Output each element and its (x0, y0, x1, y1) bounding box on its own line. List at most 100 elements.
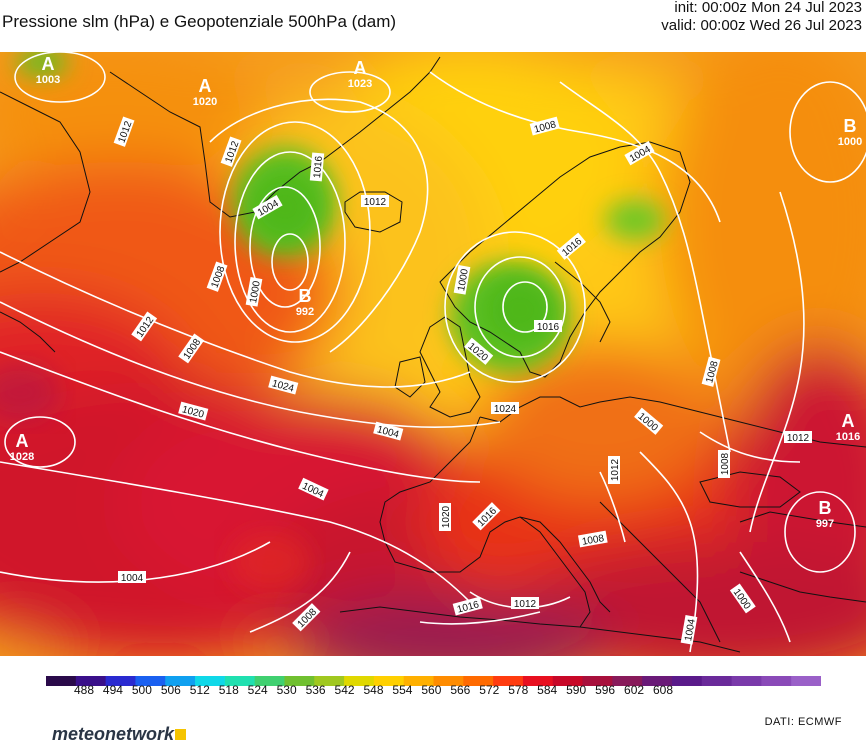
colorbar-swatch (373, 676, 405, 686)
svg-text:1024: 1024 (494, 404, 517, 415)
colorbar-swatch (314, 676, 345, 686)
center-value: 1028 (10, 451, 34, 463)
center-value: 1023 (348, 78, 372, 90)
isobar-label: 1012 (361, 195, 389, 208)
center-letter: A (16, 431, 29, 451)
logo-square-icon (175, 729, 187, 740)
chart-title: Pressione slm (hPa) e Geopotenziale 500h… (2, 12, 397, 31)
isobar-label: 1004 (118, 571, 146, 584)
center-value: 992 (296, 306, 314, 318)
isobar-label: 1004 (680, 614, 698, 645)
isobar-label: 1008 (718, 450, 731, 478)
colorbar-tick-label: 506 (160, 683, 181, 697)
svg-text:1012: 1012 (514, 599, 537, 610)
colorbar-swatch (671, 676, 703, 686)
colorbar-swatch (761, 676, 792, 686)
colorbar-tick-label: 584 (537, 683, 558, 697)
colorbar-tick-label: 488 (73, 683, 95, 697)
center-value: 997 (816, 518, 834, 530)
colorbar-tick-label: 548 (363, 683, 384, 697)
center-letter: A (199, 76, 212, 96)
isobar-label: 1020 (439, 503, 452, 531)
colorbar-swatch (46, 676, 77, 686)
colorbar-swatch (75, 676, 107, 686)
svg-text:1008: 1008 (581, 533, 605, 548)
center-value: 1000 (838, 136, 862, 148)
colorbar-swatch (344, 676, 375, 686)
colorbar-swatch (403, 676, 434, 686)
geopotential-field (0, 52, 866, 656)
valid-time: valid: 00:00z Wed 26 Jul 2023 (661, 17, 862, 34)
colorbar-swatch (582, 676, 613, 686)
svg-text:1012: 1012 (364, 197, 387, 208)
meteonetwork-logo: meteonetwork (52, 724, 187, 745)
colorbar-swatch (522, 676, 554, 686)
colorbar-swatch (463, 676, 494, 686)
svg-text:1000: 1000 (456, 268, 471, 292)
weather-map: 1012 1012 1016 1004 1012 1008 1004 1008 1000 1000… (0, 52, 866, 656)
colorbar-swatch (165, 676, 196, 686)
colorbar-swatch (195, 676, 226, 686)
isobar-label: 1012 (784, 431, 812, 444)
isobar-label: 1008 (577, 530, 608, 548)
svg-text:1008: 1008 (720, 452, 731, 475)
colorbar (46, 673, 822, 691)
colorbar-tick-label: 608 (652, 683, 674, 697)
colorbar-tick-label: 560 (421, 683, 442, 697)
colorbar-swatch (135, 676, 166, 686)
svg-text:1004: 1004 (121, 573, 144, 584)
isobar-label: 1016 (309, 152, 325, 182)
colorbar-tick-label: 536 (305, 683, 326, 697)
init-time: init: 00:00z Mon 24 Jul 2023 (674, 0, 862, 16)
colorbar-tick-label: 566 (450, 683, 471, 697)
center-letter: A (42, 54, 55, 74)
center-value: 1003 (36, 74, 60, 86)
colorbar-swatch (701, 676, 733, 686)
isobars (0, 52, 866, 653)
data-credit: DATI: ECMWF (764, 716, 842, 728)
center-letter: A (842, 411, 855, 431)
colorbar-swatch (731, 676, 762, 686)
svg-text:1012: 1012 (610, 458, 621, 481)
logo-text: meteonetwork (52, 724, 175, 744)
svg-text:1000: 1000 (248, 280, 263, 304)
center-value: 1016 (836, 431, 860, 443)
colorbar-swatch (105, 676, 136, 686)
colorbar-swatch (493, 676, 524, 686)
isobar-label: 1016 (534, 320, 562, 333)
colorbar-tick-label: 554 (392, 683, 413, 697)
colorbar-tick-label: 542 (334, 683, 355, 697)
colorbar-swatch (552, 676, 584, 686)
colorbar-swatch (642, 676, 673, 686)
center-value: 1020 (193, 96, 217, 108)
coastlines (0, 56, 866, 653)
colorbar-swatch (224, 676, 256, 686)
colorbar-tick-label: 518 (218, 683, 239, 697)
svg-text:1020: 1020 (441, 505, 452, 528)
isobar-label: 1012 (608, 456, 621, 484)
colorbar-swatch (791, 676, 822, 686)
colorbar-swatch (612, 676, 643, 686)
center-letter: A (354, 58, 367, 78)
colorbar-tick-label: 494 (102, 683, 123, 697)
colorbar-tick-label: 578 (508, 683, 529, 697)
colorbar-tick-label: 590 (566, 683, 587, 697)
colorbar-swatch (433, 676, 464, 686)
center-letter: B (819, 498, 832, 518)
isobar-label: 1000 (453, 264, 471, 295)
center-letter: B (844, 116, 857, 136)
center-letter: B (299, 286, 312, 306)
colorbar-tick-label: 602 (624, 683, 645, 697)
svg-text:1012: 1012 (787, 433, 810, 444)
colorbar-tick-label: 512 (189, 683, 210, 697)
isobar-label: 1012 (511, 597, 539, 610)
svg-text:1004: 1004 (683, 618, 698, 642)
